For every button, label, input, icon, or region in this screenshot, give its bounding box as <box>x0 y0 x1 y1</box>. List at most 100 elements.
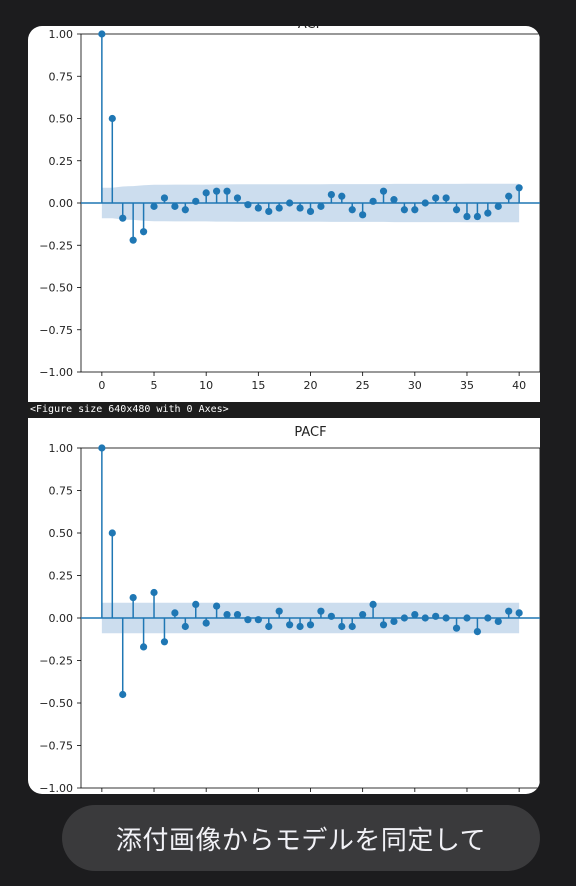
stem-marker <box>452 206 461 214</box>
stem-marker <box>254 204 262 212</box>
stem-marker <box>306 207 315 216</box>
stem-marker <box>254 616 262 624</box>
user-message-bubble[interactable]: 添付画像からモデルを同定して <box>62 805 540 871</box>
x-tick-label: 15 <box>251 379 265 392</box>
stem-marker <box>160 638 169 646</box>
stem-marker <box>421 199 429 207</box>
y-tick-label: 0.25 <box>49 155 74 168</box>
stem-marker <box>139 228 148 236</box>
stem-marker <box>213 602 221 610</box>
stem-marker <box>421 614 429 622</box>
stem-marker <box>348 622 356 631</box>
stem-marker <box>233 611 242 619</box>
y-tick-label: 0.25 <box>49 570 74 583</box>
stem-marker <box>296 622 304 631</box>
stem-marker <box>244 616 252 624</box>
stem-marker <box>463 614 471 622</box>
stem-marker <box>98 30 106 38</box>
stem-marker <box>369 600 377 608</box>
stem-marker <box>494 617 502 625</box>
stem-marker <box>494 202 502 210</box>
stem-marker <box>223 611 231 619</box>
y-tick-label: 0.00 <box>49 197 74 210</box>
stem-marker <box>484 614 492 622</box>
stem-marker <box>275 607 283 615</box>
stem-marker <box>390 617 398 625</box>
y-tick-label: 0.75 <box>49 485 74 498</box>
stem-marker <box>108 529 116 537</box>
stem-marker <box>348 206 356 214</box>
stem-marker <box>202 619 210 627</box>
stem-marker <box>181 622 189 631</box>
stem-marker <box>171 202 179 210</box>
stem-marker <box>317 607 325 615</box>
stem-marker <box>338 622 346 631</box>
stem-marker <box>400 614 408 622</box>
y-tick-label: 0.50 <box>49 113 74 126</box>
chart-title: PACF <box>294 425 326 440</box>
stem-marker <box>515 184 523 192</box>
stem-marker <box>275 204 283 212</box>
stem-marker <box>473 628 482 636</box>
x-tick-label: 35 <box>460 379 474 392</box>
chart-title: ACF <box>298 26 323 32</box>
y-tick-label: 0.75 <box>49 70 74 83</box>
x-tick-label: 30 <box>408 379 422 392</box>
stem-marker <box>432 612 440 620</box>
user-message-text: 添付画像からモデルを同定して <box>115 825 487 856</box>
pacf-chart: PACF 1.00 0.75 0.50 0.25 0.00 −0.25 −0.50 −0.75 −… <box>39 425 540 794</box>
stem-marker <box>192 600 200 608</box>
x-tick-label: 40 <box>512 379 526 392</box>
x-tick-label: 10 <box>199 379 213 392</box>
figure-size-output: <Figure size 640x480 with 0 Axes> <box>28 402 540 418</box>
y-tick-label: −0.25 <box>39 239 73 252</box>
stem-marker <box>286 621 294 629</box>
stem-marker <box>223 187 231 195</box>
stem-marker <box>515 609 523 617</box>
stem-marker <box>160 194 169 202</box>
stem-marker <box>129 594 137 602</box>
stem-marker <box>505 607 513 615</box>
acf-chart: ACF 1.00 0.75 0.50 0.25 0.00 −0.25 −0.50 −0.75 −1… <box>39 26 540 392</box>
y-tick-label: −1.00 <box>39 366 73 379</box>
stem-marker <box>265 622 273 631</box>
stem-marker <box>359 211 367 219</box>
y-tick-label: −0.75 <box>39 324 73 337</box>
stem-marker <box>379 621 388 629</box>
x-tick-label: 20 <box>304 379 318 392</box>
stem-marker <box>265 207 273 216</box>
stem-marker <box>327 190 335 199</box>
stem-marker <box>369 197 377 205</box>
stem-marker <box>171 609 179 617</box>
stem-marker <box>129 236 137 244</box>
stem-marker <box>98 444 106 452</box>
y-tick-label: 1.00 <box>49 442 74 455</box>
stem-marker <box>202 189 210 197</box>
stem-marker <box>452 624 461 632</box>
stem-marker <box>390 196 398 204</box>
stem-marker <box>296 204 304 212</box>
stem-marker <box>108 114 116 123</box>
y-tick-label: −1.00 <box>39 782 73 794</box>
stem-marker <box>338 192 346 200</box>
y-tick-label: 0.50 <box>49 527 74 540</box>
stem-marker <box>286 199 294 207</box>
stem-marker <box>442 614 450 622</box>
chart-image-card: ACF 1.00 0.75 0.50 0.25 0.00 −0.25 −0.50 −0.75 −1… <box>28 26 540 794</box>
y-tick-label: −0.25 <box>39 655 73 668</box>
x-tick-label: 25 <box>356 379 370 392</box>
stem-marker <box>473 212 482 221</box>
stem-marker <box>150 202 158 210</box>
stem-marker <box>192 197 200 205</box>
y-tick-label: −0.50 <box>39 282 73 295</box>
stem-marker <box>359 611 367 619</box>
stem-marker <box>400 206 408 214</box>
x-tick-label: 5 <box>151 379 158 392</box>
stem-marker <box>327 612 335 620</box>
stem-marker <box>244 201 252 209</box>
stem-marker <box>411 611 419 619</box>
y-tick-label: −0.75 <box>39 740 73 753</box>
stem-marker <box>505 192 513 200</box>
y-tick-label: 1.00 <box>49 28 74 41</box>
stem-marker <box>233 194 242 202</box>
